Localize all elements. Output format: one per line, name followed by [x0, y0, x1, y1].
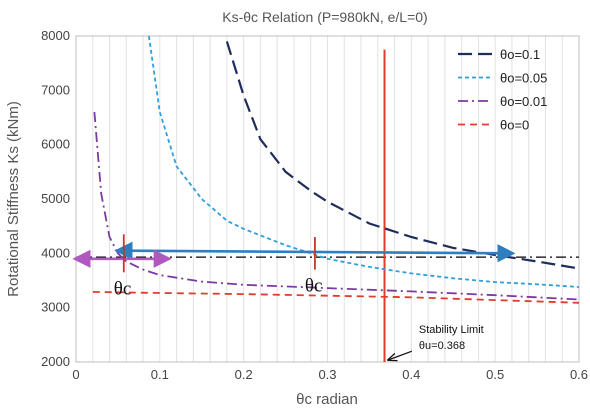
- series-line-3: [93, 112, 580, 301]
- x-tick-label: 0.4: [402, 367, 420, 382]
- annotation-line2: θu=0.368: [419, 340, 465, 352]
- legend-label-3: θo=0.01: [500, 94, 547, 109]
- x-tick-label: 0.2: [235, 367, 253, 382]
- chart-title: Ks-θc Relation (P=980kN, e/L=0): [222, 9, 427, 25]
- y-tick-label: 4000: [41, 245, 70, 260]
- y-tick-label: 7000: [41, 82, 70, 97]
- y-axis: 2000 3000 4000 5000 6000 7000 8000: [41, 28, 70, 369]
- x-tick-label: 0.5: [486, 367, 504, 382]
- y-tick-label: 8000: [41, 28, 70, 43]
- theta-label-2: θc: [305, 276, 323, 297]
- stability-annotation: Stability Limit θu=0.368: [388, 324, 484, 360]
- series-line-4: [92, 291, 580, 304]
- y-tick-label: 5000: [41, 191, 70, 206]
- y-tick-label: 2000: [41, 354, 70, 369]
- theta-label-1: θc: [114, 278, 132, 299]
- y-tick-label: 6000: [41, 137, 70, 152]
- x-axis: 0 0.1 0.2 0.3 0.4 0.5 0.6: [72, 367, 588, 382]
- legend-label-4: θo=0: [500, 118, 529, 133]
- grid: [92, 36, 563, 362]
- annotation-arrow: [388, 350, 413, 360]
- x-tick-label: 0.3: [318, 367, 336, 382]
- series-line-2: [148, 35, 580, 288]
- x-tick-label: 0: [72, 367, 79, 382]
- theta-markers: θc θc: [114, 234, 323, 299]
- y-axis-label: Rotational Stiffness Ks (kNm): [5, 101, 22, 297]
- x-tick-label: 0.6: [570, 367, 588, 382]
- annotation-line1: Stability Limit: [419, 324, 484, 336]
- y-tick-label: 3000: [41, 300, 70, 315]
- plot-frame: [75, 35, 580, 363]
- x-tick-label: 0.1: [151, 367, 169, 382]
- x-axis-label: θc radian: [296, 391, 358, 408]
- legend-label-2: θo=0.05: [500, 71, 547, 86]
- legend-label-1: θo=0.1: [500, 47, 540, 62]
- legend: θo=0.1 θo=0.05 θo=0.01 θo=0: [458, 47, 547, 133]
